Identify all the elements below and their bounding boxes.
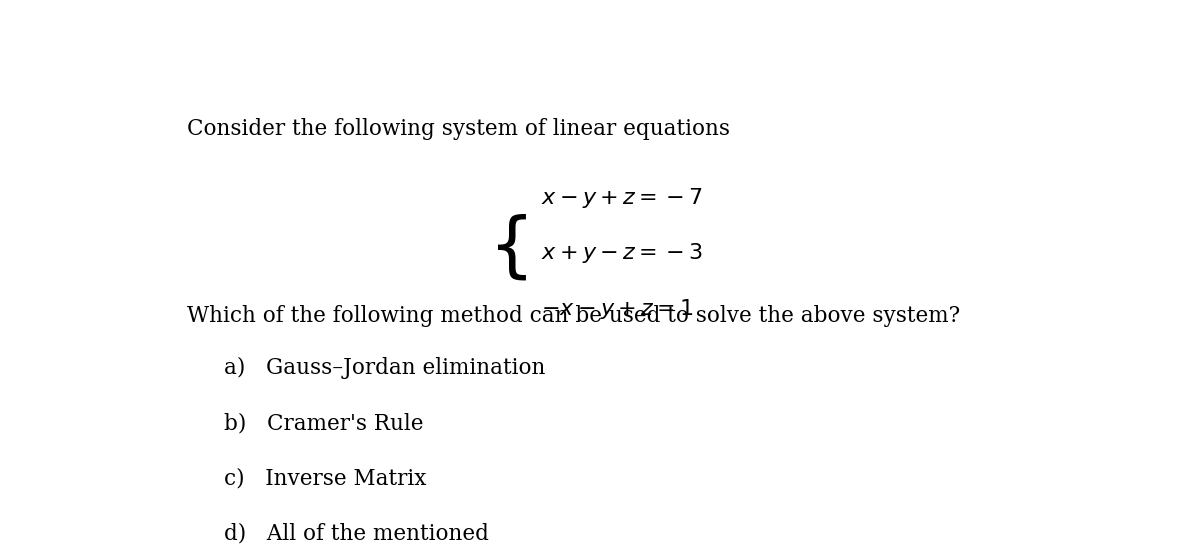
Text: b)   Cramer's Rule: b) Cramer's Rule [224,412,424,434]
Text: c)   Inverse Matrix: c) Inverse Matrix [224,468,427,490]
Text: $-x - y + z = 1$: $-x - y + z = 1$ [540,297,694,321]
Text: $x + y - z = -3$: $x + y - z = -3$ [540,242,703,265]
Text: $\{$: $\{$ [487,213,527,283]
Text: Consider the following system of linear equations: Consider the following system of linear … [187,117,730,140]
Text: d)   All of the mentioned: d) All of the mentioned [224,523,490,545]
Text: a)   Gauss–Jordan elimination: a) Gauss–Jordan elimination [224,357,546,378]
Text: Which of the following method can be used to solve the above system?: Which of the following method can be use… [187,305,960,327]
Text: $x - y + z = -7$: $x - y + z = -7$ [540,186,703,210]
